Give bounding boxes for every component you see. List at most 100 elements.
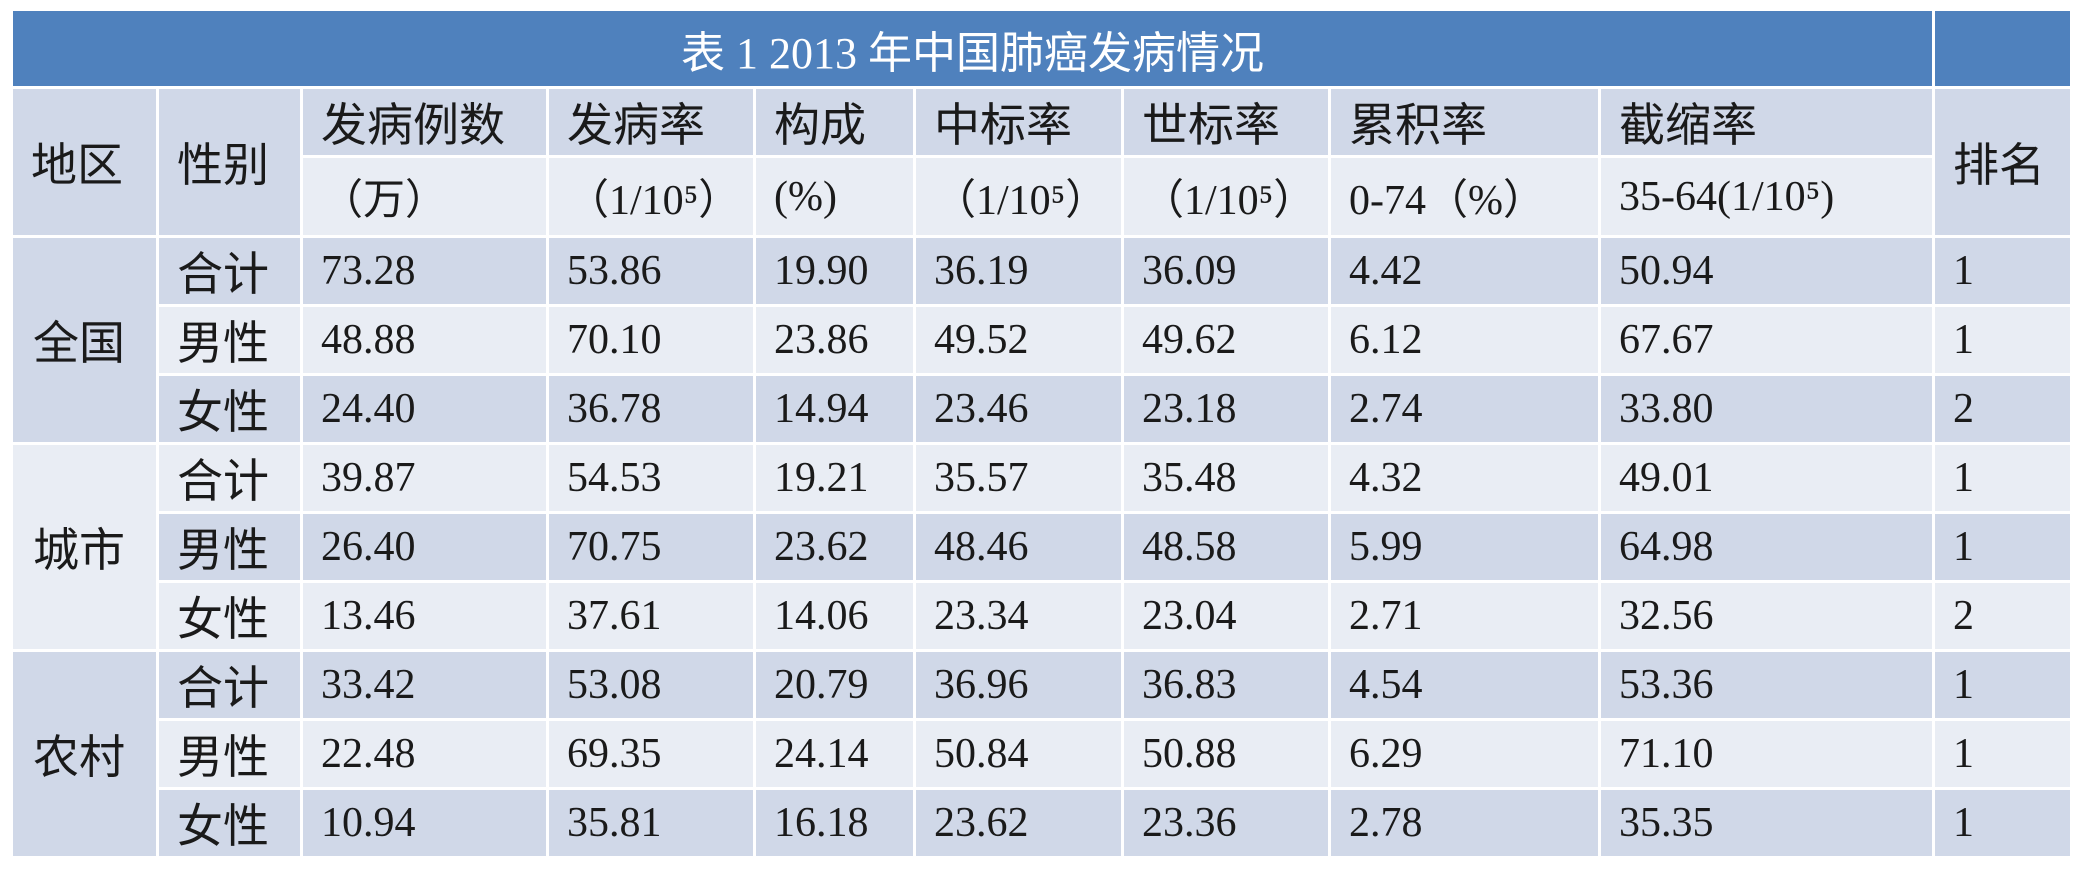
value-cell: 1: [1935, 307, 2070, 373]
header-cell: 世标率: [1124, 89, 1328, 155]
value-cell: 26.40: [303, 514, 546, 580]
value-cell: 1: [1935, 514, 2070, 580]
table-body: 表 1 2013 年中国肺癌发病情况 地区 性别 发病例数 发病率 构成 中标率 世标率 累积…: [13, 11, 2070, 856]
header-cell: 截缩率: [1601, 89, 1932, 155]
value-cell: 50.84: [916, 721, 1121, 787]
value-cell: 70.10: [549, 307, 753, 373]
value-cell: 23.86: [756, 307, 913, 373]
value-cell: 39.87: [303, 445, 546, 511]
value-cell: 36.83: [1124, 652, 1328, 718]
value-cell: 53.36: [1601, 652, 1932, 718]
sex-cell: 男性: [159, 514, 300, 580]
value-cell: 33.42: [303, 652, 546, 718]
value-cell: 49.62: [1124, 307, 1328, 373]
value-cell: 4.42: [1331, 238, 1598, 304]
value-cell: 23.04: [1124, 583, 1328, 649]
value-cell: 23.62: [756, 514, 913, 580]
value-cell: 23.18: [1124, 376, 1328, 442]
value-cell: 70.75: [549, 514, 753, 580]
value-cell: 37.61: [549, 583, 753, 649]
value-cell: 54.53: [549, 445, 753, 511]
value-cell: 48.46: [916, 514, 1121, 580]
header-cell: 累积率: [1331, 89, 1598, 155]
data-row: 女性 13.46 37.61 14.06 23.34 23.04 2.71 32.56 2: [13, 583, 2070, 649]
sex-cell: 女性: [159, 583, 300, 649]
data-row: 城市 合计 39.87 54.53 19.21 35.57 35.48 4.32 49.01 1: [13, 445, 2070, 649]
header-row: （万） （1/10⁵） (%) （1/10⁵） （1/10⁵） 0-74（%） 35-64(…: [13, 158, 2070, 235]
sex-cell: 女性: [159, 376, 300, 442]
value-cell: 19.21: [756, 445, 913, 511]
sex-cell: 女性: [159, 790, 300, 856]
value-cell: 22.48: [303, 721, 546, 787]
value-cell: 50.94: [1601, 238, 1932, 304]
header-unit-cell: 35-64(1/10⁵): [1601, 158, 1932, 235]
value-cell: 2: [1935, 376, 2070, 442]
header-unit-cell: （1/10⁵）: [549, 158, 753, 235]
value-cell: 23.46: [916, 376, 1121, 442]
header-unit-cell: （万）: [303, 158, 546, 235]
data-row: 男性 26.40 70.75 23.62 48.46 48.58 5.99 64.98 1: [13, 514, 2070, 580]
value-cell: 71.10: [1601, 721, 1932, 787]
header-cell: 性别: [159, 89, 300, 235]
header-unit-cell: (%): [756, 158, 913, 235]
value-cell: 1: [1935, 238, 2070, 304]
value-cell: 48.58: [1124, 514, 1328, 580]
value-cell: 53.08: [549, 652, 753, 718]
value-cell: 14.06: [756, 583, 913, 649]
data-row: 男性 48.88 70.10 23.86 49.52 49.62 6.12 67.67 1: [13, 307, 2070, 373]
sex-cell: 合计: [159, 238, 300, 304]
value-cell: 1: [1935, 721, 2070, 787]
value-cell: 64.98: [1601, 514, 1932, 580]
header-row: 地区 性别 发病例数 发病率 构成 中标率 世标率 累积率 截缩率 排名: [13, 89, 2070, 235]
value-cell: 33.80: [1601, 376, 1932, 442]
sex-cell: 男性: [159, 307, 300, 373]
value-cell: 2.74: [1331, 376, 1598, 442]
value-cell: 23.62: [916, 790, 1121, 856]
header-unit-cell: （1/10⁵）: [916, 158, 1121, 235]
value-cell: 20.79: [756, 652, 913, 718]
header-cell: 排名: [1935, 89, 2070, 235]
value-cell: 24.40: [303, 376, 546, 442]
value-cell: 49.01: [1601, 445, 1932, 511]
value-cell: 35.35: [1601, 790, 1932, 856]
value-cell: 73.28: [303, 238, 546, 304]
header-cell: 地区: [13, 89, 156, 235]
title-row: 表 1 2013 年中国肺癌发病情况: [13, 11, 2070, 86]
value-cell: 13.46: [303, 583, 546, 649]
incidence-table: 表 1 2013 年中国肺癌发病情况 地区 性别 发病例数 发病率 构成 中标率 世标率 累积…: [10, 8, 2073, 859]
header-cell: 中标率: [916, 89, 1121, 155]
value-cell: 1: [1935, 652, 2070, 718]
region-cell: 全国: [13, 238, 156, 442]
value-cell: 4.32: [1331, 445, 1598, 511]
data-row: 农村 合计 33.42 53.08 20.79 36.96 36.83 4.54 53.36 1: [13, 652, 2070, 856]
data-row: 全国 合计 73.28 53.86 19.90 36.19 36.09 4.42 50.94 1: [13, 238, 2070, 442]
value-cell: 24.14: [756, 721, 913, 787]
value-cell: 1: [1935, 790, 2070, 856]
value-cell: 2.78: [1331, 790, 1598, 856]
sex-cell: 合计: [159, 652, 300, 718]
data-row: 男性 22.48 69.35 24.14 50.84 50.88 6.29 71.10 1: [13, 721, 2070, 787]
value-cell: 14.94: [756, 376, 913, 442]
value-cell: 4.54: [1331, 652, 1598, 718]
value-cell: 48.88: [303, 307, 546, 373]
sex-cell: 合计: [159, 445, 300, 511]
value-cell: 35.81: [549, 790, 753, 856]
value-cell: 5.99: [1331, 514, 1598, 580]
table-title: 表 1 2013 年中国肺癌发病情况: [13, 11, 1932, 86]
data-row: 女性 10.94 35.81 16.18 23.62 23.36 2.78 35.35 1: [13, 790, 2070, 856]
value-cell: 1: [1935, 445, 2070, 511]
value-cell: 32.56: [1601, 583, 1932, 649]
header-unit-cell: （1/10⁵）: [1124, 158, 1328, 235]
value-cell: 67.67: [1601, 307, 1932, 373]
value-cell: 35.48: [1124, 445, 1328, 511]
sex-cell: 男性: [159, 721, 300, 787]
value-cell: 6.12: [1331, 307, 1598, 373]
header-unit-cell: 0-74（%）: [1331, 158, 1598, 235]
value-cell: 49.52: [916, 307, 1121, 373]
header-cell: 构成: [756, 89, 913, 155]
value-cell: 36.78: [549, 376, 753, 442]
value-cell: 2: [1935, 583, 2070, 649]
value-cell: 23.34: [916, 583, 1121, 649]
value-cell: 69.35: [549, 721, 753, 787]
